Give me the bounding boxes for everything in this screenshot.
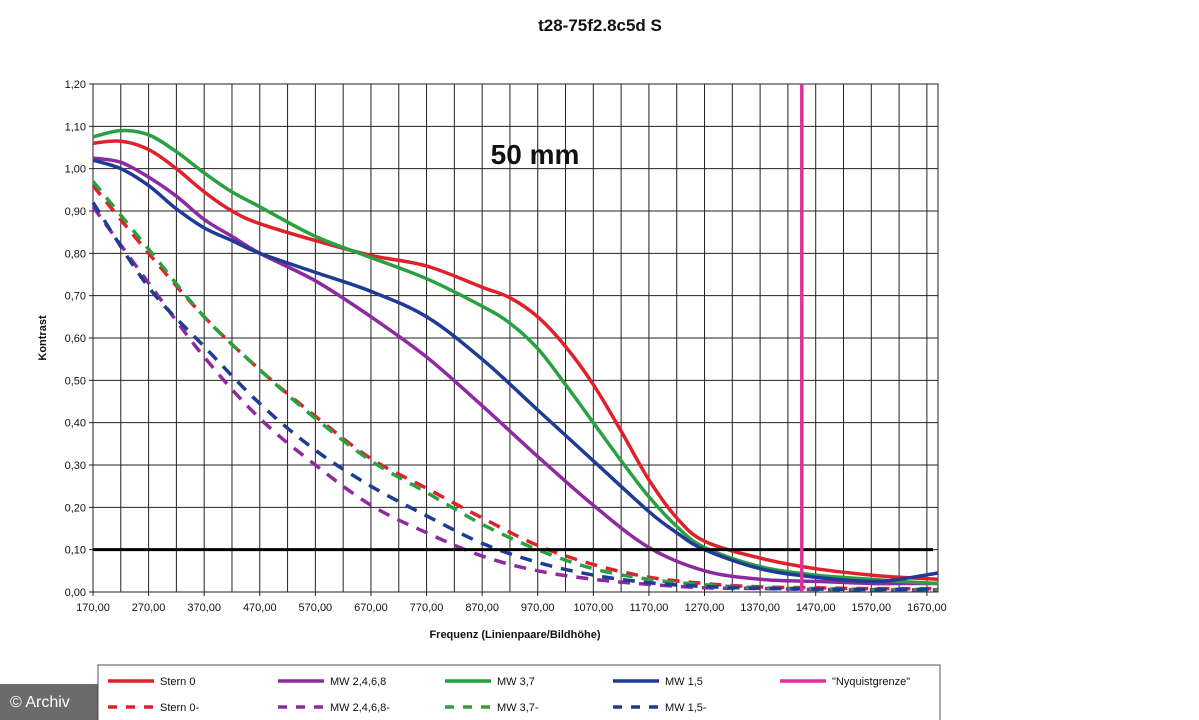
x-tick-label: 470,00 [243, 602, 277, 614]
y-tick-label: 0,80 [65, 248, 86, 260]
x-tick-label: 370,00 [187, 602, 221, 614]
y-tick-label: 0,40 [65, 418, 86, 430]
x-tick-label: 170,00 [76, 602, 110, 614]
watermark-text: © Archiv [10, 694, 70, 711]
x-tick-label: 270,00 [132, 602, 166, 614]
y-axis-tick-labels: 0,00 0,10 0,20 0,30 0,40 0,50 0,60 0,70 0,80 0,90… [65, 79, 86, 599]
legend-label: Stern 0- [160, 702, 199, 714]
series-line-6 [91, 205, 939, 592]
legend: Stern 0 MW 2,4,6,8 MW 3,7 MW 1,5 "Nyquistgre… [108, 676, 910, 714]
watermark: © Archiv [0, 684, 98, 720]
x-axis-tick-labels: 170,00 270,00 370,00 470,00 570,00 670,00 770,… [76, 602, 947, 614]
legend-box [97, 664, 941, 720]
x-axis-title: Frequenz (Linienpaare/Bildhöhe) [429, 629, 600, 641]
series-line-4 [92, 158, 939, 584]
y-tick-label: 1,10 [65, 121, 86, 133]
legend-label: MW 3,7- [497, 702, 539, 714]
y-tick-label: 0,30 [65, 460, 86, 472]
legend-label: MW 1,5 [665, 676, 703, 688]
x-tick-label: 1270,00 [685, 602, 725, 614]
series-line-1 [92, 139, 939, 582]
series-line-3 [92, 128, 939, 586]
legend-label: MW 2,4,6,8 [330, 676, 386, 688]
x-tick-label: 870,00 [465, 602, 499, 614]
x-tick-label: 1670,00 [907, 602, 947, 614]
legend-label: MW 1,5- [665, 702, 707, 714]
legend-label: Stern 0 [160, 676, 195, 688]
x-tick-label: 1370,00 [740, 602, 780, 614]
y-tick-label: 0,50 [65, 375, 86, 387]
chart-title: t28-75f2.8c5d S [538, 16, 662, 35]
x-tick-label: 1070,00 [573, 602, 613, 614]
series-line-2 [92, 156, 938, 586]
y-tick-label: 0,60 [65, 333, 86, 345]
x-tick-label: 1570,00 [851, 602, 891, 614]
x-tick-label: 970,00 [521, 602, 555, 614]
y-tick-label: 1,20 [65, 79, 86, 91]
y-tick-label: 0,20 [65, 502, 86, 514]
y-axis-title: Kontrast [37, 315, 49, 361]
reference-lines [93, 84, 933, 592]
x-tick-label: 1170,00 [629, 602, 668, 614]
y-tick-label: 0,10 [65, 545, 86, 557]
legend-label: "Nyquistgrenze" [832, 676, 910, 688]
y-tick-label: 0,00 [65, 587, 86, 599]
series-line-5 [91, 184, 939, 591]
series-line-8 [91, 201, 938, 592]
legend-label: MW 2,4,6,8- [330, 702, 390, 714]
y-tick-label: 1,00 [65, 164, 86, 176]
x-tick-label: 670,00 [354, 602, 388, 614]
x-tick-label: 570,00 [299, 602, 333, 614]
y-tick-label: 0,90 [65, 206, 86, 218]
series-lines [91, 128, 939, 592]
x-tick-label: 770,00 [410, 602, 444, 614]
y-tick-label: 0,70 [65, 291, 86, 303]
focal-length-annotation: 50 mm [491, 139, 580, 170]
legend-label: MW 3,7 [497, 676, 535, 688]
x-tick-label: 1470,00 [796, 602, 836, 614]
watermark-background [0, 684, 98, 720]
series-line-7 [91, 180, 939, 592]
grid-lines [89, 83, 938, 596]
